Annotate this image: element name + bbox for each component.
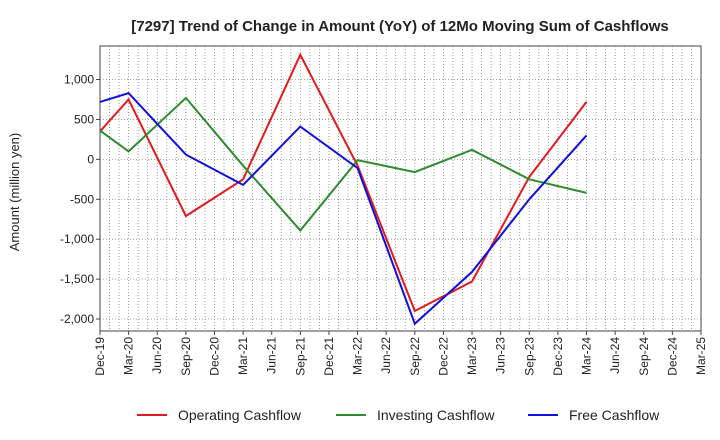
x-tick-label: Dec-22 [436, 337, 450, 376]
plot-area: 1,000 500 0 -500 -1,000 -1,500 -2,000 Dec-19 Mar… [60, 45, 708, 376]
x-tick-label: Dec-23 [551, 337, 565, 376]
x-tick-label: Dec-19 [93, 337, 107, 376]
series-line-investing-cashflow [99, 96, 587, 232]
x-tick-label: Jun-21 [265, 337, 279, 374]
y-tick-label: -500 [70, 192, 94, 206]
legend-label: Operating Cashflow [178, 407, 302, 423]
y-tick-label: 500 [74, 112, 94, 126]
x-tick-label: Mar-23 [465, 337, 479, 375]
legend-label: Free Cashflow [569, 407, 660, 423]
legend-label: Investing Cashflow [377, 407, 495, 423]
x-tick-label: Mar-20 [122, 337, 136, 375]
y-tick-label: -1,500 [60, 272, 94, 286]
x-tick-label: Dec-24 [665, 337, 679, 376]
x-tick-label: Dec-20 [207, 337, 221, 376]
x-tick-label: Sep-24 [637, 337, 651, 376]
y-tick-label: 0 [87, 152, 94, 166]
chart-title: [7297] Trend of Change in Amount (YoY) o… [131, 18, 669, 35]
y-tick-label: -1,000 [60, 232, 94, 246]
x-tick-label: Mar-21 [236, 337, 250, 375]
x-tick-label: Sep-22 [408, 337, 422, 376]
legend: Operating Cashflow Investing Cashflow Free… [137, 407, 660, 423]
series-line-operating-cashflow [99, 52, 588, 313]
x-tick-label: Mar-25 [694, 337, 708, 375]
x-tick-label: Jun-24 [608, 337, 622, 374]
x-tick-label: Mar-24 [580, 337, 594, 375]
plot-frame [99, 45, 702, 332]
x-tick-label: Sep-21 [293, 337, 307, 376]
y-tick-label: 1,000 [64, 73, 94, 87]
x-tick-label: Sep-23 [522, 337, 536, 376]
x-tick-label: Jun-22 [379, 337, 393, 374]
series-line-free-cashflow [99, 91, 588, 326]
x-tick-label: Jun-20 [150, 337, 164, 374]
x-tick-label: Jun-23 [494, 337, 508, 374]
x-tick-label: Mar-22 [351, 337, 365, 375]
y-axis-label: Amount (million yen) [7, 133, 22, 252]
x-tick-label: Sep-20 [179, 337, 193, 376]
x-tick-label: Dec-21 [322, 337, 336, 376]
y-tick-label: -2,000 [60, 312, 94, 326]
